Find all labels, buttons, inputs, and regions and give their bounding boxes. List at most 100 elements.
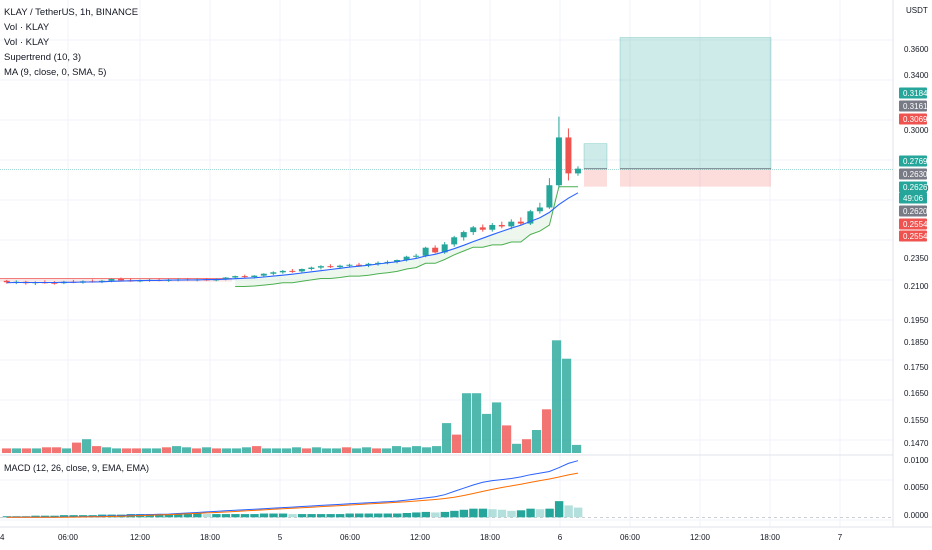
macd-histogram-bar-7 [69, 515, 78, 518]
candle-27 [260, 273, 267, 278]
supertrend-indicator [235, 186, 578, 287]
volume-bar-15 [152, 448, 162, 453]
time-label-0: 4 [0, 533, 5, 542]
legend-volume-2[interactable]: Vol · KLAY [4, 37, 50, 48]
macd-histogram-bar-5 [50, 515, 59, 518]
candle-30 [289, 269, 296, 273]
volume-bar-45 [452, 434, 462, 453]
volume-bar-27 [272, 448, 282, 453]
volume-bar-28 [282, 448, 292, 453]
candle-28 [270, 271, 277, 276]
price-tick-1: 0.3400 [904, 71, 929, 80]
resistance-band [0, 278, 232, 282]
legend-ma[interactable]: MA (9, close, 0, SMA, 5) [4, 67, 107, 78]
macd-histogram-bar-52 [497, 509, 507, 518]
candle-60 [574, 166, 581, 176]
macd-legend[interactable]: MACD (12, 26, close, 9, EMA, EMA) [4, 463, 150, 473]
volume-bar-50 [502, 425, 512, 453]
position-box[interactable] [0, 37, 893, 187]
candle-body [3, 280, 10, 283]
volume-bar-11 [112, 448, 122, 453]
candle-body [327, 266, 334, 268]
volume-bars [2, 340, 582, 454]
volume-bar-16 [162, 447, 172, 454]
candle-31 [298, 268, 305, 273]
macd-histogram-bar-2 [21, 516, 31, 518]
candle-56 [536, 202, 543, 214]
supertrend-fill [235, 186, 578, 287]
time-label-9: 06:00 [620, 533, 641, 542]
axis-currency: USDT [906, 6, 928, 15]
volume-bar-5 [52, 447, 62, 454]
macd-histogram-bar-33 [316, 514, 326, 518]
macd-histogram-bar-22 [212, 514, 221, 518]
volume-bar-19 [192, 448, 202, 453]
volume-bar-54 [542, 409, 552, 453]
candle-51 [489, 223, 496, 232]
volume-bar-2 [22, 448, 32, 453]
candle-body [336, 265, 343, 268]
macd-histogram-bar-53 [507, 510, 516, 518]
candle-47 [451, 235, 458, 247]
candle-body [413, 255, 420, 257]
macd-histogram-bar-38 [364, 513, 373, 518]
macd-histogram-bar-60 [573, 507, 583, 518]
candle-44 [422, 246, 429, 258]
candle-57 [546, 178, 553, 209]
chart-legend: KLAY / TetherUS, 1h, BINANCE Vol · KLAY … [4, 5, 138, 80]
macd-histogram-bar-20 [193, 513, 202, 518]
volume-bar-24 [242, 447, 252, 454]
macd-histogram-bar-27 [259, 513, 269, 518]
volume-bar-13 [132, 448, 142, 453]
volume-bar-14 [142, 448, 152, 453]
position-profit-zone [583, 143, 608, 169]
volume-bar-44 [442, 423, 452, 453]
time-axis[interactable]: 4 06:00 12:00 18:00 5 06:00 12:00 18:00 6 06:00 12… [0, 533, 843, 542]
price-tick-11: 0.1470 [904, 439, 929, 448]
candle-body [479, 227, 486, 230]
candle-body [536, 207, 543, 212]
price-tag-bg [899, 87, 927, 99]
candle-0 [3, 279, 10, 284]
macd-histogram-bar-17 [164, 514, 173, 518]
macd-histogram-bar-35 [335, 514, 345, 518]
candle-body [222, 277, 229, 280]
candle-body [108, 278, 115, 281]
volume-bar-35 [352, 448, 362, 453]
volume-bar-46 [462, 393, 472, 453]
volume-bar-29 [292, 447, 302, 454]
volume-bar-12 [122, 448, 132, 453]
price-tag-7: 0.2620 [899, 205, 928, 217]
price-tag-0: 0.3184 [899, 87, 928, 99]
macd-histogram-bar-0 [2, 516, 12, 518]
price-tag-1: 0.3161 [899, 100, 928, 112]
volume-bar-30 [302, 448, 312, 453]
price-tick-9: 0.1650 [904, 389, 929, 398]
price-tick-10: 0.1550 [904, 416, 929, 425]
macd-tick-0: 0.0100 [904, 456, 929, 465]
price-axis[interactable]: USDT0.36000.34000.30000.25000.23500.2100… [899, 6, 929, 520]
macd-histogram-bar-41 [393, 513, 402, 518]
signal-line [6, 472, 579, 518]
price-tick-4: 0.2350 [904, 254, 929, 263]
volume-bar-41 [412, 446, 422, 453]
candle-body [574, 168, 581, 174]
macd-histogram-bar-51 [488, 509, 497, 518]
price-tag-text: 0.3069 [903, 115, 928, 124]
symbol-title[interactable]: KLAY / TetherUS, 1h, BINANCE [4, 7, 139, 18]
price-tag-text: 0.2630 [903, 170, 928, 179]
candle-body [451, 237, 458, 245]
macd-histogram-bar-29 [278, 513, 288, 518]
position-loss-zone [584, 168, 607, 187]
legend-volume-1[interactable]: Vol · KLAY [4, 22, 50, 33]
price-tag-bg [899, 155, 927, 167]
candle-45 [432, 245, 439, 254]
price-tag-bg [899, 113, 927, 125]
macd-histogram-bar-44 [421, 511, 431, 518]
supertrend-line [235, 186, 578, 287]
candle-54 [517, 217, 524, 226]
legend-supertrend[interactable]: Supertrend (10, 3) [4, 52, 82, 63]
time-label-7: 18:00 [480, 533, 501, 542]
macd-histogram-bar-47 [450, 510, 459, 518]
